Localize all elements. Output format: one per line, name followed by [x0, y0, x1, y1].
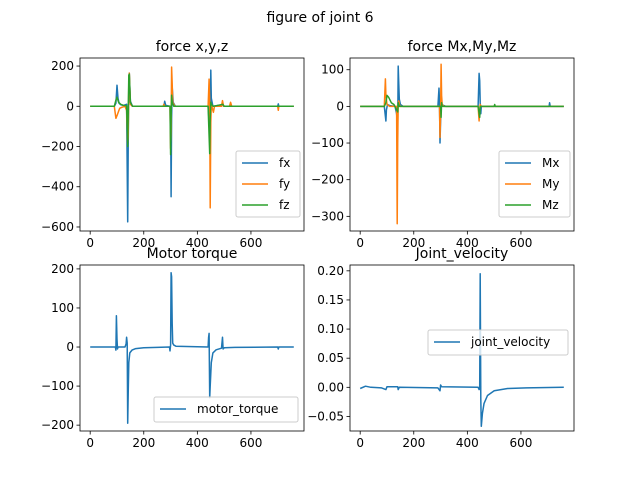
y-tick-label: 0 [66, 340, 74, 354]
subplot-title: Joint_velocity [415, 246, 509, 262]
x-tick-label: 0 [356, 236, 364, 250]
legend-label-joint_velocity: joint_velocity [470, 335, 550, 349]
figure-title: figure of joint 6 [266, 10, 373, 26]
y-tick-label: 0.10 [317, 322, 344, 336]
y-tick-label: −200 [41, 418, 74, 432]
y-tick-label: −100 [41, 379, 74, 393]
x-tick-label: 200 [402, 436, 425, 450]
subplot-3: Motor torque 0 200 400 600 200 100 0 −100 −200 mot… [41, 246, 304, 450]
legend-label-My: My [542, 177, 559, 191]
series-line-Mx [360, 66, 564, 143]
legend-label-fz: fz [279, 198, 290, 212]
y-tick-label: 0.00 [317, 380, 344, 394]
legend: fx fy fz [236, 151, 300, 217]
y-tick-label: 0.15 [317, 293, 344, 307]
x-tick-label: 200 [132, 436, 155, 450]
y-tick-label: −200 [311, 173, 344, 187]
subplot-title: Motor torque [147, 246, 238, 262]
subplot-1: force x,y,z0 200 400 6002000−200−400−600fxf… [41, 39, 304, 250]
y-tick-label: −100 [311, 136, 344, 150]
legend-label-fx: fx [279, 156, 290, 170]
legend: Mx My Mz [499, 151, 570, 217]
y-tick-label: −0.05 [307, 409, 344, 423]
x-tick-label: 400 [186, 436, 209, 450]
x-tick-label: 600 [239, 436, 262, 450]
subplot-4: Joint_velocity 0 200 400 600 0.20 0.15 0.10 0.05… [307, 246, 574, 450]
x-tick-label: 600 [239, 236, 262, 250]
subplot-title: force Mx,My,Mz [408, 39, 517, 55]
y-tick-label: −400 [41, 180, 74, 194]
legend-label-motor_torque: motor_torque [197, 402, 278, 416]
y-tick-label: −300 [311, 209, 344, 223]
subplot-2: force Mx,My,Mz0 200 400 6001000−100−200−300… [311, 39, 574, 250]
x-tick-label: 400 [456, 436, 479, 450]
y-tick-label: 100 [321, 63, 344, 77]
legend: joint_velocity [428, 330, 568, 355]
y-tick-label: 0.05 [317, 351, 344, 365]
y-tick-label: 0.20 [317, 264, 344, 278]
y-tick-label: −600 [41, 220, 74, 234]
legend: motor_torque [154, 397, 298, 422]
legend-label-Mx: Mx [542, 156, 559, 170]
y-tick-label: 200 [51, 262, 74, 276]
y-tick-label: −200 [41, 140, 74, 154]
x-tick-label: 0 [86, 436, 94, 450]
y-tick-label: 100 [51, 301, 74, 315]
y-tick-label: 0 [66, 99, 74, 113]
x-tick-label: 600 [509, 436, 532, 450]
subplot-title: force x,y,z [156, 39, 229, 55]
x-tick-label: 600 [509, 236, 532, 250]
x-tick-label: 0 [356, 436, 364, 450]
legend-label-Mz: Mz [542, 198, 559, 212]
y-tick-label: 0 [336, 99, 344, 113]
subplots: force x,y,z0 200 400 6002000−200−400−600fxf… [41, 39, 574, 450]
series-line-fz [90, 74, 294, 155]
y-tick-label: 200 [51, 59, 74, 73]
x-tick-label: 0 [86, 236, 94, 250]
legend-label-fy: fy [279, 177, 290, 191]
